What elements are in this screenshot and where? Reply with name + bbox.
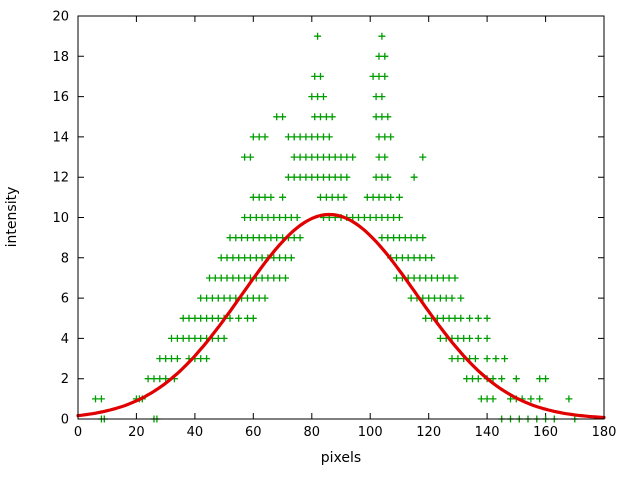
x-tick-label: 60: [245, 425, 262, 440]
y-tick-label: 6: [61, 292, 69, 307]
x-tick-label: 160: [533, 425, 558, 440]
x-tick-label: 180: [592, 425, 617, 440]
x-tick-label: 20: [128, 425, 145, 440]
scatter-markers: [92, 32, 579, 423]
gaussian-fit-line: [76, 212, 606, 420]
y-axis-label: intensity: [4, 187, 20, 248]
y-tick-label: 2: [61, 372, 69, 387]
tick-labels: 0 20 40 60 80 100 120 140 160 180 0 2 4 6 8 10 12 14 16 18 2…: [52, 10, 616, 441]
y-tick-label: 0: [61, 413, 69, 428]
plot-border: [77, 15, 605, 420]
y-tick-label: 16: [52, 90, 69, 105]
y-tick-label: 18: [52, 50, 69, 65]
y-tick-label: 12: [52, 171, 69, 186]
x-tick-label: 100: [358, 425, 383, 440]
x-axis-label: pixels: [321, 450, 361, 466]
x-tick-label: 120: [416, 425, 441, 440]
y-tick-label: 8: [61, 251, 69, 266]
fit-curve: [76, 212, 606, 420]
x-tick-label: 140: [475, 425, 500, 440]
y-tick-label: 4: [61, 332, 69, 347]
y-tick-label: 10: [52, 211, 69, 226]
x-tick-label: 40: [187, 425, 204, 440]
y-tick-label: 20: [52, 10, 69, 25]
y-tick-label: 14: [52, 130, 69, 145]
x-tick-label: 80: [304, 425, 321, 440]
data-points: [92, 32, 579, 423]
x-tick-label: 0: [74, 425, 82, 440]
